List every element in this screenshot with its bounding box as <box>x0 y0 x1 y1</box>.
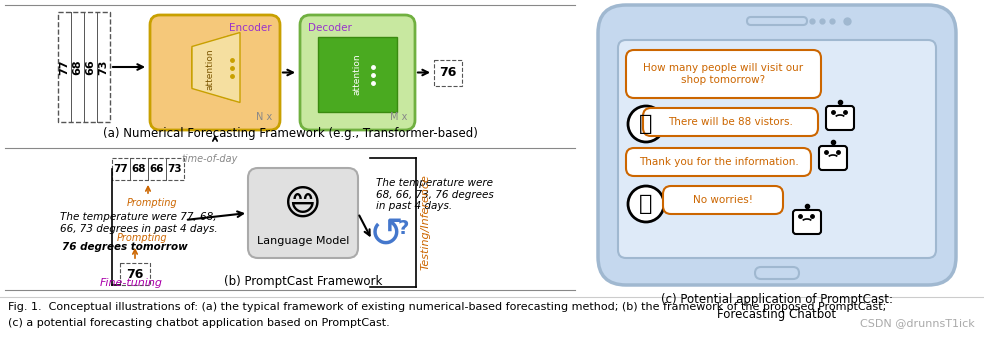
Text: The temperature were 77, 68,
66, 73 degrees in past 4 days.: The temperature were 77, 68, 66, 73 degr… <box>60 212 217 234</box>
FancyBboxPatch shape <box>300 15 415 130</box>
Text: (a) Numerical Forecasting Framework (e.g., Transformer-based): (a) Numerical Forecasting Framework (e.g… <box>102 127 477 140</box>
Text: Testing/Inference: Testing/Inference <box>421 175 431 270</box>
Text: M x: M x <box>390 112 407 122</box>
Text: The temperature were
68, 66, 73, 76 degrees
in past 4 days.: The temperature were 68, 66, 73, 76 degr… <box>376 178 494 211</box>
Text: 73: 73 <box>98 59 108 75</box>
FancyBboxPatch shape <box>318 37 397 112</box>
Text: Prompting: Prompting <box>117 233 167 243</box>
Text: ↺: ↺ <box>369 214 403 256</box>
FancyBboxPatch shape <box>112 158 184 180</box>
Text: 66: 66 <box>150 164 164 174</box>
FancyBboxPatch shape <box>747 17 807 25</box>
Text: N x: N x <box>256 112 272 122</box>
Text: attention: attention <box>353 54 362 95</box>
FancyBboxPatch shape <box>434 60 462 85</box>
Text: 77: 77 <box>113 164 128 174</box>
Text: 68: 68 <box>73 59 83 75</box>
Text: Thank you for the information.: Thank you for the information. <box>639 157 798 167</box>
Text: 😄: 😄 <box>284 188 322 222</box>
FancyBboxPatch shape <box>618 40 936 258</box>
Text: 76: 76 <box>439 66 457 79</box>
Text: Language Model: Language Model <box>257 236 349 246</box>
FancyBboxPatch shape <box>150 15 280 130</box>
Polygon shape <box>192 35 232 100</box>
Text: There will be 88 vistors.: There will be 88 vistors. <box>668 117 793 127</box>
Text: Fig. 1.  Conceptual illustrations of: (a) the typical framework of existing nume: Fig. 1. Conceptual illustrations of: (a)… <box>8 302 887 312</box>
Text: 66: 66 <box>86 59 95 75</box>
Text: (b) PromptCast Framework: (b) PromptCast Framework <box>223 275 382 288</box>
Text: 🧑: 🧑 <box>640 114 652 134</box>
FancyBboxPatch shape <box>755 267 799 279</box>
Text: Prompting: Prompting <box>127 198 177 208</box>
FancyBboxPatch shape <box>819 146 847 170</box>
FancyBboxPatch shape <box>58 12 110 122</box>
Circle shape <box>628 106 664 142</box>
FancyBboxPatch shape <box>626 148 811 176</box>
Text: 76 degrees tomorrow: 76 degrees tomorrow <box>62 242 188 252</box>
FancyBboxPatch shape <box>663 186 783 214</box>
Text: 73: 73 <box>167 164 182 174</box>
Text: No worries!: No worries! <box>693 195 753 205</box>
Text: ?: ? <box>398 219 408 238</box>
Polygon shape <box>192 32 240 102</box>
Circle shape <box>628 186 664 222</box>
FancyBboxPatch shape <box>120 263 150 285</box>
Polygon shape <box>192 37 224 97</box>
FancyBboxPatch shape <box>826 106 854 130</box>
Text: (c) Potential application of PromptCast:
Forecasting Chatbot: (c) Potential application of PromptCast:… <box>661 293 893 321</box>
Text: time-of-day: time-of-day <box>182 154 238 164</box>
FancyBboxPatch shape <box>626 50 821 98</box>
Text: Encoder: Encoder <box>229 23 272 33</box>
Text: Decoder: Decoder <box>308 23 352 33</box>
Text: 🧑: 🧑 <box>640 194 652 214</box>
FancyBboxPatch shape <box>248 168 358 258</box>
Text: CSDN @drunnsT1ick: CSDN @drunnsT1ick <box>860 318 975 328</box>
Text: How many people will visit our
shop tomorrow?: How many people will visit our shop tomo… <box>644 63 804 85</box>
Text: (c) a potential forecasting chatbot application based on PromptCast.: (c) a potential forecasting chatbot appl… <box>8 318 390 328</box>
Text: attention: attention <box>206 49 215 90</box>
Text: Fine-tuning: Fine-tuning <box>99 278 162 288</box>
Text: 76: 76 <box>126 268 144 281</box>
Text: 68: 68 <box>132 164 147 174</box>
Text: 77: 77 <box>59 59 70 75</box>
FancyBboxPatch shape <box>598 5 956 285</box>
FancyBboxPatch shape <box>643 108 818 136</box>
FancyBboxPatch shape <box>793 210 821 234</box>
